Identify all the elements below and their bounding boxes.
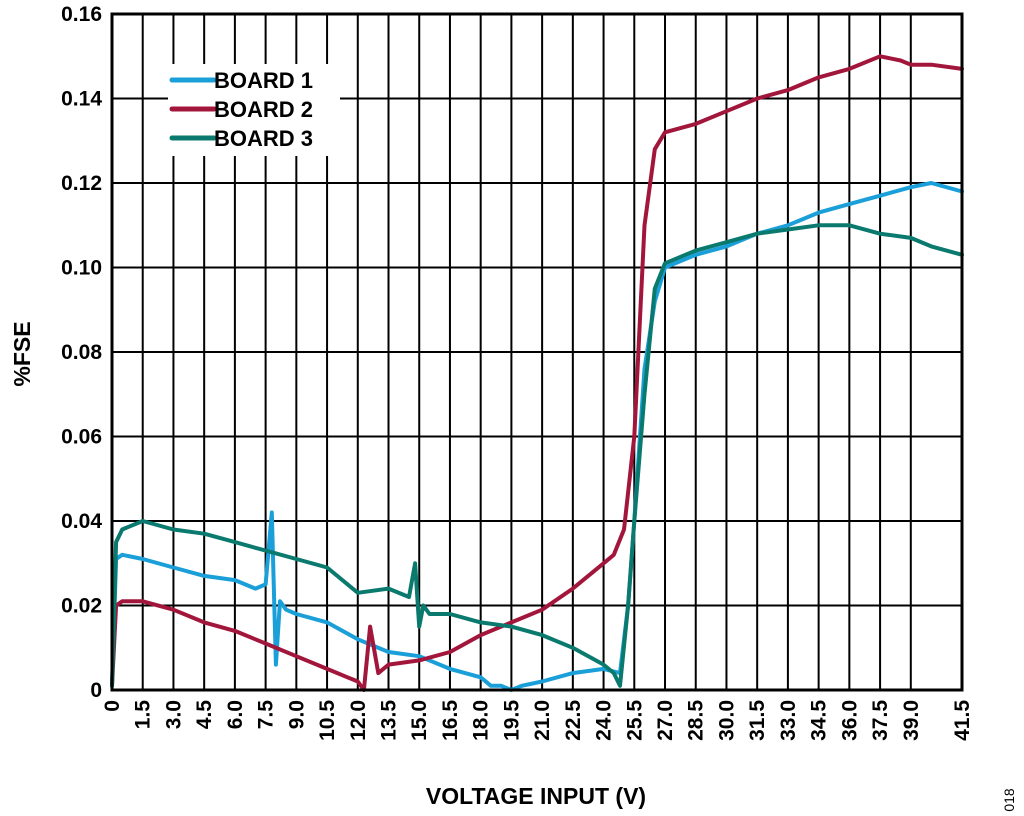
x-tick-label: 7.5 (255, 700, 278, 730)
legend-label: BOARD 1 (214, 68, 313, 93)
x-tick-label: 15.0 (408, 700, 431, 741)
x-tick-label: 33.0 (777, 700, 800, 741)
y-tick-labels: 0 0.02 0.04 0.06 0.08 0.10 0.12 0.14 0.16 (61, 3, 102, 702)
series-lines (110, 54, 964, 692)
x-tick-label: 1.5 (132, 700, 155, 730)
y-tick-label: 0.16 (61, 3, 102, 26)
y-tick-label: 0.02 (61, 595, 102, 618)
x-tick-label: 16.5 (439, 700, 462, 741)
x-tick-labels: 0 1.5 3.0 4.5 6.0 7.5 9.0 10.5 12.0 13.5 15.0 16.5 1… (101, 700, 974, 741)
plot-border (110, 12, 964, 692)
x-tick-label: 13.5 (378, 700, 401, 741)
x-tick-label: 6.0 (224, 700, 247, 729)
x-tick-label: 3.0 (162, 700, 185, 729)
x-tick-label: 36.0 (838, 700, 861, 741)
y-tick-label: 0.12 (61, 172, 102, 195)
x-tick-label: 0 (101, 700, 124, 712)
legend: BOARD 1 BOARD 2 BOARD 3 (168, 64, 340, 156)
figure-id: 018 (1001, 788, 1017, 812)
y-axis-title: %FSE (9, 321, 35, 386)
x-tick-label: 34.5 (808, 700, 831, 741)
x-tick-label: 9.0 (285, 700, 308, 729)
series-line-board-3 (110, 223, 964, 688)
x-tick-label: 18.0 (470, 700, 493, 741)
y-tick-label: 0.10 (61, 257, 102, 280)
y-tick-label: 0.04 (61, 510, 102, 533)
series-line-board-2 (110, 54, 964, 692)
legend-label: BOARD 3 (214, 126, 313, 151)
x-tick-label: 21.0 (531, 700, 554, 741)
x-tick-label: 22.5 (562, 700, 585, 741)
x-tick-label: 27.0 (654, 700, 677, 741)
x-axis-title: VOLTAGE INPUT (V) (426, 783, 646, 809)
x-tick-label: 30.0 (716, 700, 739, 741)
x-tick-label: 12.0 (347, 700, 370, 741)
x-tick-label: 28.5 (685, 700, 708, 741)
y-tick-label: 0 (90, 679, 102, 702)
x-tick-label: 39.0 (900, 700, 923, 741)
y-tick-label: 0.14 (61, 88, 102, 111)
y-tick-label: 0.08 (61, 341, 102, 364)
x-tick-label: 24.0 (593, 700, 616, 741)
x-tick-label: 37.5 (869, 700, 892, 741)
legend-label: BOARD 2 (214, 97, 313, 122)
x-tick-label: 25.5 (623, 700, 646, 741)
x-tick-label: 4.5 (193, 700, 216, 730)
x-tick-label: 19.5 (500, 700, 523, 741)
y-tick-label: 0.06 (61, 426, 102, 449)
x-tick-label: 10.5 (316, 700, 339, 741)
plot-frame (110, 12, 964, 692)
x-tick-label: 41.5 (951, 700, 974, 741)
x-tick-label: 31.5 (746, 700, 769, 741)
legend-items: BOARD 1 BOARD 2 BOARD 3 (169, 68, 313, 151)
